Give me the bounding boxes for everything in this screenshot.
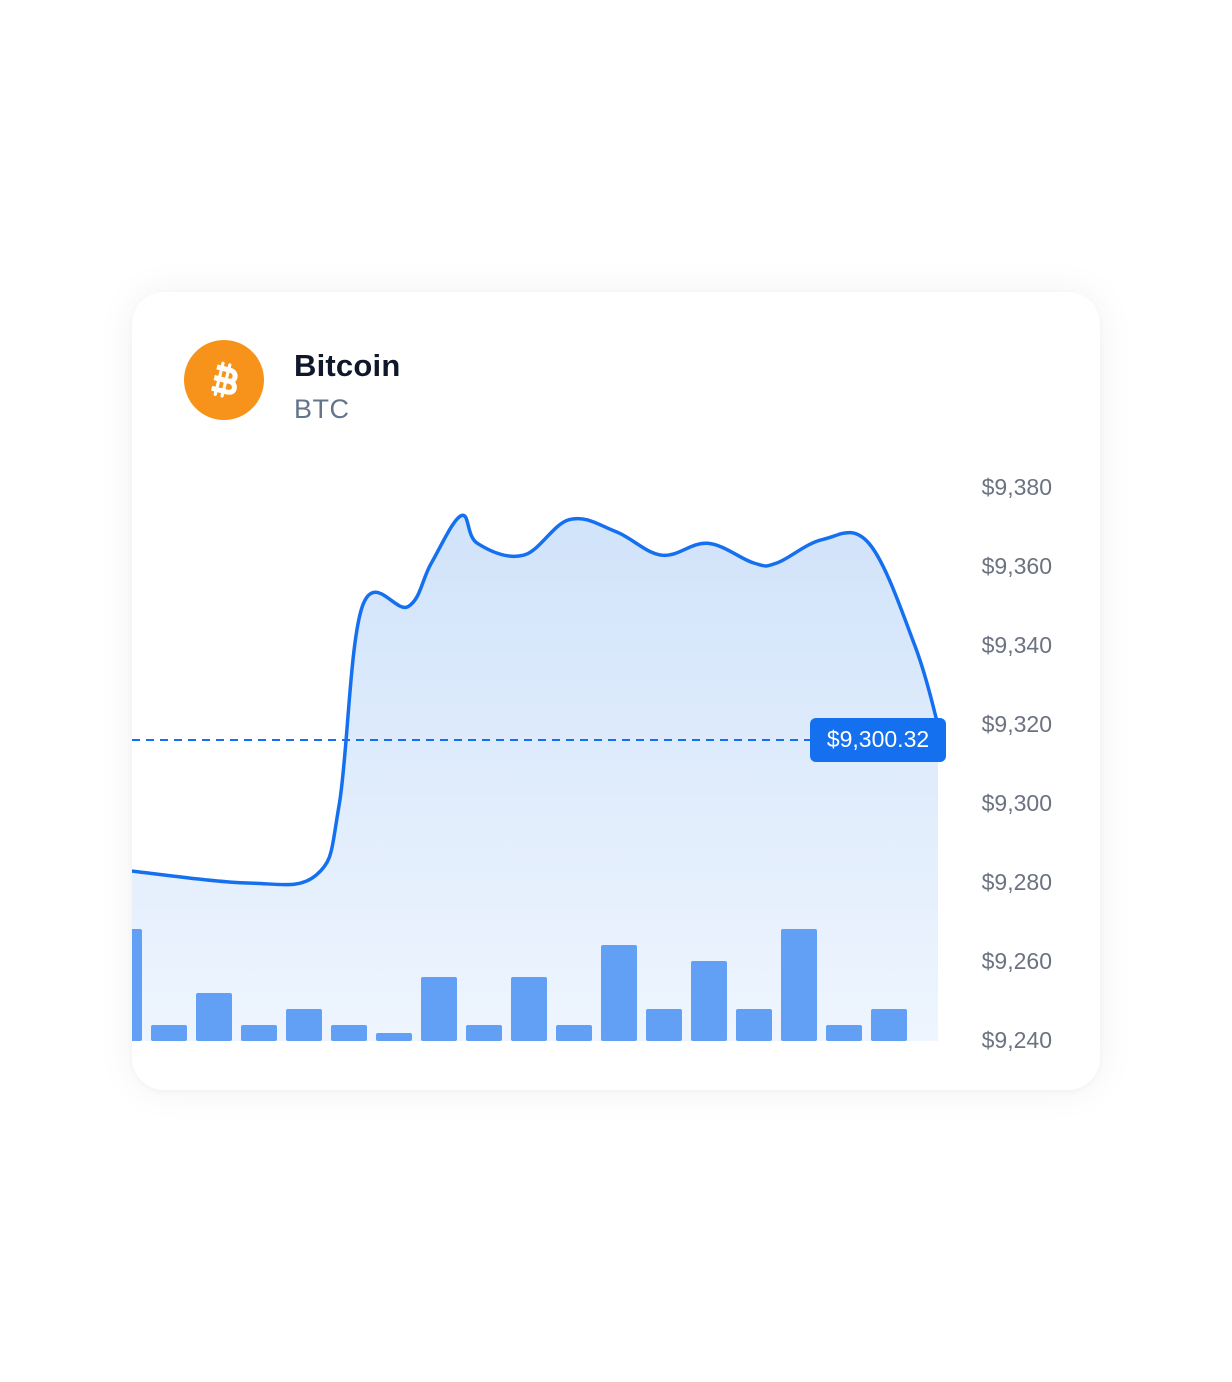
bitcoin-glyph xyxy=(211,361,238,398)
current-price-tag-bg xyxy=(810,718,946,762)
volume-bar xyxy=(556,1025,592,1041)
volume-bar xyxy=(241,1025,277,1041)
y-tick-label: $9,240 xyxy=(982,1027,1052,1053)
price-area-fill xyxy=(132,515,938,1041)
y-tick-label: $9,260 xyxy=(982,948,1052,974)
volume-bar xyxy=(286,1009,322,1041)
volume-bar xyxy=(132,929,142,1041)
y-tick-label: $9,280 xyxy=(982,869,1052,895)
volume-bar xyxy=(691,961,727,1041)
bitcoin-icon xyxy=(184,340,264,420)
volume-bar xyxy=(196,993,232,1041)
price-line xyxy=(132,513,940,887)
volume-bar xyxy=(331,1025,367,1041)
current-price-tag: $9,300.32 xyxy=(810,718,946,762)
y-tick-label: $9,340 xyxy=(982,632,1052,658)
y-tick-label: $9,380 xyxy=(982,474,1052,500)
volume-bar xyxy=(736,1009,772,1041)
current-price-label: $9,300.32 xyxy=(827,726,929,752)
y-tick-label: $9,360 xyxy=(982,553,1052,579)
volume-bar xyxy=(601,945,637,1041)
volume-bar xyxy=(781,929,817,1041)
volume-bar xyxy=(421,977,457,1041)
coin-name: Bitcoin xyxy=(294,348,401,383)
y-axis-ticks: $9,380 $9,360 $9,340 $9,320 $9,300 $9,280 $9,2… xyxy=(982,474,1052,1053)
volume-bars xyxy=(132,929,907,1041)
volume-bar xyxy=(511,977,547,1041)
y-tick-label: $9,300 xyxy=(982,790,1052,816)
volume-bar xyxy=(646,1009,682,1041)
volume-bar xyxy=(871,1009,907,1041)
y-tick-label: $9,320 xyxy=(982,711,1052,737)
price-chart: $9,380 $9,360 $9,340 $9,320 $9,300 $9,280 $9,2… xyxy=(132,474,1052,1053)
coin-symbol: BTC xyxy=(294,394,350,424)
volume-bar xyxy=(151,1025,187,1041)
bitcoin-price-card: Bitcoin BTC $9,380 $9,360 $9,340 $9,320 $9,3… xyxy=(132,292,1100,1090)
volume-bar xyxy=(466,1025,502,1041)
volume-bar xyxy=(826,1025,862,1041)
volume-bar xyxy=(376,1033,412,1041)
